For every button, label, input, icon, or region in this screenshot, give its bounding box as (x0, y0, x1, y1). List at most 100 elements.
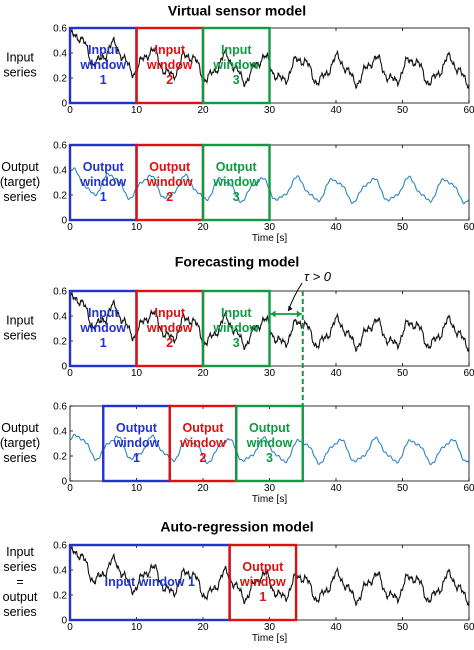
tau-pointer (287, 282, 303, 312)
section-title: Auto-regression model (160, 519, 313, 535)
window-1-label: window (79, 58, 126, 72)
x-tick-label: 40 (330, 368, 342, 379)
window-3-box (201, 143, 271, 222)
window-3-box (201, 289, 271, 368)
y-tick-label: 0 (61, 616, 67, 627)
window-3-box (235, 404, 304, 483)
section-title: Virtual sensor model (168, 3, 306, 19)
x-tick-label: 0 (67, 622, 73, 633)
input-series-line (69, 544, 470, 607)
window-2-label: 2 (166, 73, 173, 87)
window-3-label: window (246, 436, 293, 450)
window-3-label: window (212, 175, 259, 189)
window-3-box (201, 26, 271, 105)
row-label: (target) (0, 436, 40, 450)
y-tick-label: 0.6 (53, 541, 67, 552)
window-3-label: Output (216, 160, 258, 174)
window-2-label: window (146, 321, 193, 335)
x-tick-label: 50 (397, 105, 409, 116)
x-tick-label: 60 (463, 368, 474, 379)
tau-label: τ > 0 (304, 269, 332, 284)
window-3-label: window (212, 321, 259, 335)
y-tick-label: 0.2 (53, 337, 67, 348)
row-label: series (3, 328, 36, 342)
window-2-label: window (146, 58, 193, 72)
y-tick-label: 0.6 (53, 141, 67, 152)
window-2-label: 2 (200, 451, 207, 465)
y-tick-label: 0 (61, 99, 67, 110)
x-tick-label: 0 (67, 368, 73, 379)
y-tick-label: 0 (61, 216, 67, 227)
row-label: Input (6, 545, 34, 559)
x-tick-label: 10 (131, 105, 143, 116)
window-1-label: window (79, 321, 126, 335)
x-tick-label: 0 (67, 483, 73, 494)
row-label: series (3, 560, 36, 574)
row-label: Output (1, 421, 39, 435)
window-3-label: 3 (233, 190, 240, 204)
y-tick-label: 0 (61, 362, 67, 373)
x-tick-label: 20 (197, 622, 209, 633)
x-tick-label: 10 (131, 368, 143, 379)
window-1-label: Input window 1 (105, 575, 195, 589)
y-tick-label: 0.4 (53, 49, 67, 60)
window-2-label: window (239, 575, 286, 589)
section-title: Forecasting model (175, 254, 299, 270)
tau-arrowhead-right (296, 310, 302, 318)
x-axis-label: Time [s] (252, 494, 287, 505)
window-3-label: 3 (266, 451, 273, 465)
tau-marker: τ > 0 (270, 269, 332, 406)
window-2-label: 2 (166, 336, 173, 350)
window-1-label: 1 (133, 451, 140, 465)
window-2-label: 1 (259, 590, 266, 604)
x-tick-label: 30 (264, 483, 276, 494)
x-tick-label: 60 (463, 622, 474, 633)
x-tick-label: 10 (131, 483, 143, 494)
window-3-label: 3 (233, 336, 240, 350)
y-tick-label: 0.4 (53, 166, 67, 177)
window-1-label: Output (116, 421, 158, 435)
window-1-label: Input (88, 43, 119, 57)
y-tick-label: 0.2 (53, 591, 67, 602)
row-label: Output (1, 160, 39, 174)
y-tick-label: 0.4 (53, 427, 67, 438)
x-tick-label: 50 (397, 483, 409, 494)
x-tick-label: 40 (330, 105, 342, 116)
x-tick-label: 20 (197, 105, 209, 116)
y-tick-label: 0.4 (53, 312, 67, 323)
y-tick-label: 0.2 (53, 452, 67, 463)
y-tick-label: 0.2 (53, 191, 67, 202)
window-3-label: Input (221, 306, 252, 320)
window-1-label: window (79, 175, 126, 189)
x-tick-label: 40 (330, 622, 342, 633)
x-tick-label: 60 (463, 222, 474, 233)
row-label: Input (6, 50, 34, 64)
window-1-label: 1 (100, 336, 107, 350)
x-tick-label: 0 (67, 105, 73, 116)
row-label: (target) (0, 175, 40, 189)
y-tick-label: 0 (61, 477, 67, 488)
tau-arrowhead-left (270, 310, 276, 318)
x-tick-label: 40 (330, 222, 342, 233)
x-tick-label: 50 (397, 622, 409, 633)
output-series-line (69, 433, 470, 466)
window-1-label: window (113, 436, 160, 450)
window-2-label: Input (154, 306, 185, 320)
x-tick-label: 10 (131, 222, 143, 233)
x-axis-label: Time [s] (252, 633, 287, 644)
x-tick-label: 20 (197, 222, 209, 233)
y-tick-label: 0.2 (53, 74, 67, 85)
x-tick-label: 30 (264, 222, 276, 233)
x-axis-label: Time [s] (252, 233, 287, 244)
x-tick-label: 30 (264, 622, 276, 633)
row-label: series (3, 451, 36, 465)
window-2-label: Input (154, 43, 185, 57)
row-label: = (16, 575, 23, 589)
window-2-label: window (179, 436, 226, 450)
y-tick-label: 0.6 (53, 402, 67, 413)
